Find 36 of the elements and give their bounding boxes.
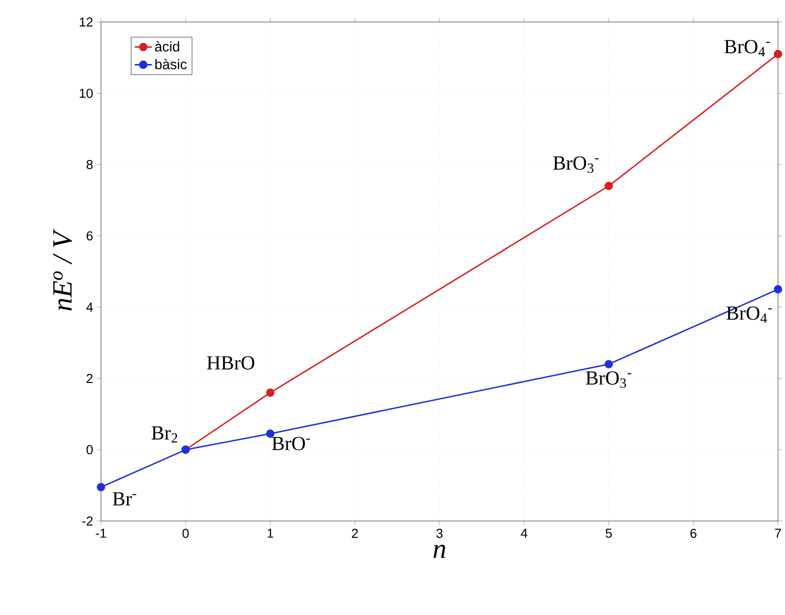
point: [774, 50, 782, 58]
x-tick-label: 1: [268, 528, 274, 538]
annotation: Br$_{2}$: [152, 426, 178, 443]
x-tick-label: 5: [606, 528, 612, 538]
point: [604, 360, 613, 368]
x-tick-label: 4: [520, 528, 528, 538]
point: [266, 388, 274, 397]
x-tick-label: 0: [182, 528, 189, 538]
x-tick-label: 6: [690, 528, 696, 538]
point: [96, 482, 106, 492]
legend-label: bàsic: [155, 58, 187, 70]
y-tick-label: 6: [86, 231, 93, 240]
annotation: BrO$^{-}$: [272, 436, 310, 450]
y-axis-title: nE$^{o}$ / V: [53, 228, 72, 310]
point: [266, 429, 274, 438]
annotation: HBrO: [206, 356, 254, 370]
x-tick-label: 7: [775, 528, 781, 538]
annotation: BrO$_{3}$-: [553, 156, 599, 173]
x-tick-label: -1: [96, 528, 106, 538]
annotation: BrO$_{3}$-: [586, 371, 632, 388]
point: [774, 285, 782, 294]
annotation: BrO$_{4}$-: [724, 40, 770, 56]
y-tick-label: 10: [80, 88, 93, 98]
y-tick-label: 4: [86, 302, 93, 312]
x-tick-label: 3: [436, 528, 443, 538]
y-tick-label: 0: [86, 445, 93, 454]
x-axis-title: n: [434, 544, 446, 558]
x-tick-label: 2: [352, 528, 358, 538]
legend-label: àcid: [155, 41, 180, 52]
annotation: Br$^{-}$: [112, 492, 136, 506]
y-tick-label: 12: [80, 17, 93, 27]
y-tick-label: 8: [86, 160, 93, 170]
y-tick-label: 2: [86, 374, 93, 383]
y-tick-label: -2: [82, 516, 93, 526]
annotation: BrO$_{4}$-: [726, 306, 772, 323]
point: [604, 182, 613, 190]
